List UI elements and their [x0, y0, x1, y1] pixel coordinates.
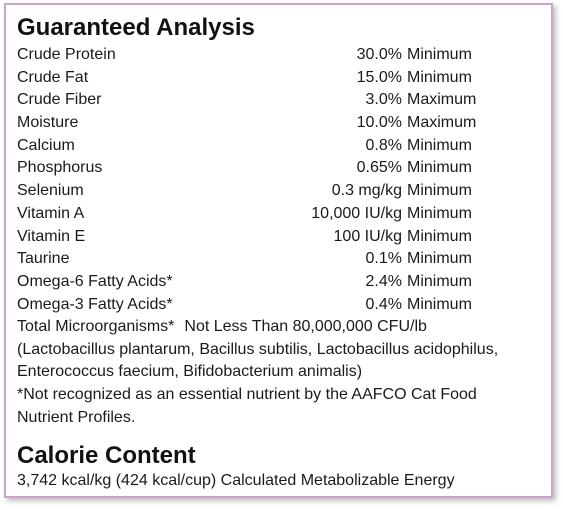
- nutrient-qualifier: Minimum: [407, 295, 472, 313]
- nutrient-value: 0.65%: [356, 159, 402, 177]
- nutrient-name: Calcium: [17, 136, 75, 154]
- microorganisms-detail: (Lactobacillus plantarum, Bacillus subti…: [17, 340, 499, 358]
- nutrient-name: Vitamin E: [17, 227, 86, 245]
- nutrient-name: Selenium: [17, 182, 84, 200]
- guaranteed-analysis-title: Guaranteed Analysis: [17, 14, 255, 41]
- nutrient-qualifier: Minimum: [407, 136, 472, 154]
- analysis-row: Crude Protein 30.0% Minimum: [17, 44, 537, 67]
- nutrient-value: 0.3 mg/kg: [331, 182, 402, 200]
- calorie-content-text: 3,742 kcal/kg (424 kcal/cup) Calculated …: [17, 472, 455, 489]
- nutrient-name: Taurine: [17, 250, 70, 268]
- microorganisms-value: Not Less Than 80,000,000 CFU/lb: [184, 318, 427, 335]
- nutrient-name: Vitamin A: [17, 204, 85, 222]
- nutrient-name: Crude Protein: [17, 46, 116, 63]
- nutrient-qualifier: Maximum: [407, 91, 477, 109]
- analysis-row: Phosphorus 0.65% Minimum: [17, 157, 537, 180]
- microorganisms-block: Total Microorganisms* Not Less Than 80,00…: [17, 316, 557, 429]
- nutrient-qualifier: Minimum: [407, 250, 472, 268]
- nutrient-value: 30.0%: [356, 46, 402, 63]
- nutrient-qualifier: Minimum: [407, 204, 472, 222]
- analysis-row: Crude Fat 15.0% Minimum: [17, 67, 537, 90]
- analysis-table: Crude Protein 30.0% Minimum Crude Fat 15…: [17, 44, 537, 316]
- nutrient-name: Phosphorus: [17, 159, 103, 177]
- footnote: *Not recognized as an essential nutrient…: [17, 386, 477, 404]
- nutrient-value: 10.0%: [356, 114, 402, 132]
- microorganisms-label: Total Microorganisms*: [17, 318, 175, 335]
- microorganisms-detail: Enterococcus faecium, Bifidobacterium an…: [17, 363, 363, 381]
- analysis-row: Crude Fiber 3.0% Maximum: [17, 89, 537, 112]
- nutrient-qualifier: Minimum: [407, 46, 472, 63]
- nutrient-qualifier: Minimum: [407, 68, 472, 86]
- nutrient-name: Omega-3 Fatty Acids*: [17, 295, 173, 313]
- analysis-row: Taurine 0.1% Minimum: [17, 248, 537, 271]
- footnote: Nutrient Profiles.: [17, 408, 136, 426]
- nutrient-qualifier: Minimum: [407, 182, 472, 200]
- nutrient-qualifier: Minimum: [407, 159, 472, 177]
- calorie-content-title: Calorie Content: [17, 442, 196, 469]
- nutrient-name: Omega-6 Fatty Acids*: [17, 272, 173, 290]
- nutrient-name: Crude Fiber: [17, 91, 102, 109]
- nutrient-value: 0.1%: [365, 250, 402, 268]
- nutrient-value: 100 IU/kg: [333, 227, 402, 245]
- analysis-row: Selenium 0.3 mg/kg Minimum: [17, 180, 537, 203]
- analysis-row: Vitamin A 10,000 IU/kg Minimum: [17, 203, 537, 226]
- nutrient-value: 3.0%: [365, 91, 402, 109]
- nutrient-qualifier: Minimum: [407, 227, 472, 245]
- nutrient-name: Crude Fat: [17, 68, 89, 86]
- analysis-row: Omega-3 Fatty Acids* 0.4% Minimum: [17, 294, 537, 317]
- nutrient-value: 0.4%: [365, 295, 402, 313]
- nutrient-name: Moisture: [17, 114, 79, 132]
- analysis-row: Omega-6 Fatty Acids* 2.4% Minimum: [17, 271, 537, 294]
- nutrient-value: 10,000 IU/kg: [311, 204, 402, 222]
- nutrient-qualifier: Minimum: [407, 272, 472, 290]
- nutrition-panel: Guaranteed Analysis Crude Protein 30.0% …: [4, 3, 553, 498]
- analysis-row: Moisture 10.0% Maximum: [17, 112, 537, 135]
- nutrient-value: 2.4%: [365, 272, 402, 290]
- nutrient-qualifier: Maximum: [407, 114, 477, 132]
- nutrient-value: 0.8%: [365, 136, 402, 154]
- analysis-row: Vitamin E 100 IU/kg Minimum: [17, 226, 537, 249]
- nutrient-value: 15.0%: [356, 68, 402, 86]
- analysis-row: Calcium 0.8% Minimum: [17, 135, 537, 158]
- microorganisms-line: Total Microorganisms* Not Less Than 80,00…: [17, 316, 557, 339]
